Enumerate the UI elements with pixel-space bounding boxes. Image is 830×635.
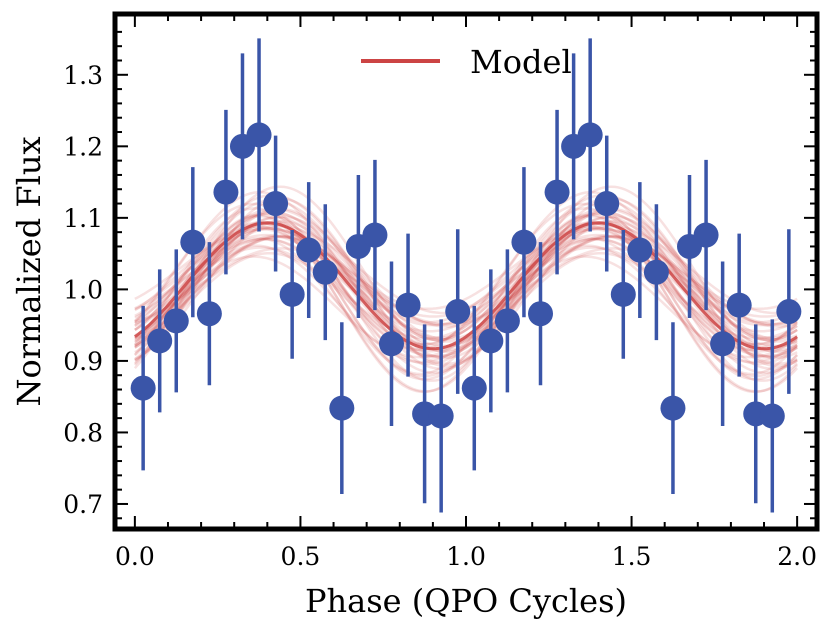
data-point [130,375,156,401]
model-sample-curve [134,207,798,360]
x-axis-label: Phase (QPO Cycles) [305,582,627,620]
data-point [494,308,520,334]
y-tick-label: 1.0 [63,275,103,304]
x-tick-label: 1.5 [612,542,652,571]
model-sample-curve [134,251,798,358]
data-point [643,259,669,285]
data-point [610,281,636,307]
model-sample-curve [134,210,798,358]
model-sample-curve [134,220,798,365]
data-points [130,122,802,429]
model-sample-curve [134,211,798,340]
model-sample-curve [134,227,798,359]
data-point [263,191,289,217]
x-tick-label: 1.0 [446,542,486,571]
y-tick-label: 0.9 [63,347,103,376]
data-point [726,292,752,318]
x-tick-label: 0.5 [281,542,321,571]
model-sample-curve [133,202,799,352]
y-tick-label: 0.7 [63,490,103,519]
data-point [147,328,173,354]
data-point [279,281,305,307]
data-point [296,237,322,263]
data-point [660,395,686,421]
data-point [196,301,222,327]
model-sample-curve [133,212,798,382]
model-sample-curve [134,234,798,352]
data-point [478,328,504,354]
data-point [693,222,719,248]
y-axis-label: Normalized Flux [10,137,48,407]
model-samples [133,185,799,394]
model-sample-curve [134,237,798,353]
model-sample-curve [134,237,798,378]
model-sample-curve [134,246,798,340]
data-point [428,403,454,429]
y-tick-label: 1.3 [63,61,103,90]
data-point [445,299,471,325]
model-sample-curve [133,221,799,393]
data-point [378,331,404,357]
model-sample-curve [134,235,798,348]
data-point [776,299,802,325]
model-sample-curve [133,213,799,381]
model-sample-curve [134,222,798,374]
model-sample-curve [134,197,798,368]
data-point [329,395,355,421]
data-point [627,237,653,263]
axis-ticks [115,14,817,529]
model-sample-curve [133,190,799,346]
data-point [577,122,603,148]
data-point [312,259,338,285]
model-sample-curve [133,207,799,376]
data-point [246,122,272,148]
model-mean-curve [133,221,798,351]
data-point [213,179,239,205]
y-tick-labels: 0.7 0.8 0.9 1.0 1.1 1.2 1.3 [63,61,103,519]
model-sample-curve [134,199,798,342]
data-point [362,222,388,248]
data-point [511,229,537,255]
model-sample-curve [134,247,798,326]
data-point [710,331,736,357]
y-tick-label: 0.8 [63,418,103,447]
data-point [395,292,421,318]
y-tick-label: 1.2 [63,132,103,161]
x-tick-labels: 0.0 0.5 1.0 1.5 2.0 [115,542,817,571]
model-mean [133,221,798,351]
model-sample-curve [134,220,798,350]
model-sample-curve [134,244,798,364]
y-tick-label: 1.1 [63,204,103,233]
data-point [180,229,206,255]
model-sample-curve [134,235,798,328]
x-tick-label: 0.0 [115,542,155,571]
data-point [759,403,785,429]
legend-label-model: Model [470,43,572,81]
data-point [594,191,620,217]
model-sample-curve [134,193,798,342]
legend: Model [361,43,572,81]
data-point [461,375,487,401]
data-point [163,308,189,334]
x-tick-label: 2.0 [777,542,817,571]
model-sample-curve [133,214,799,394]
model-sample-curve [134,227,798,366]
data-point [544,179,570,205]
data-point [528,301,554,327]
